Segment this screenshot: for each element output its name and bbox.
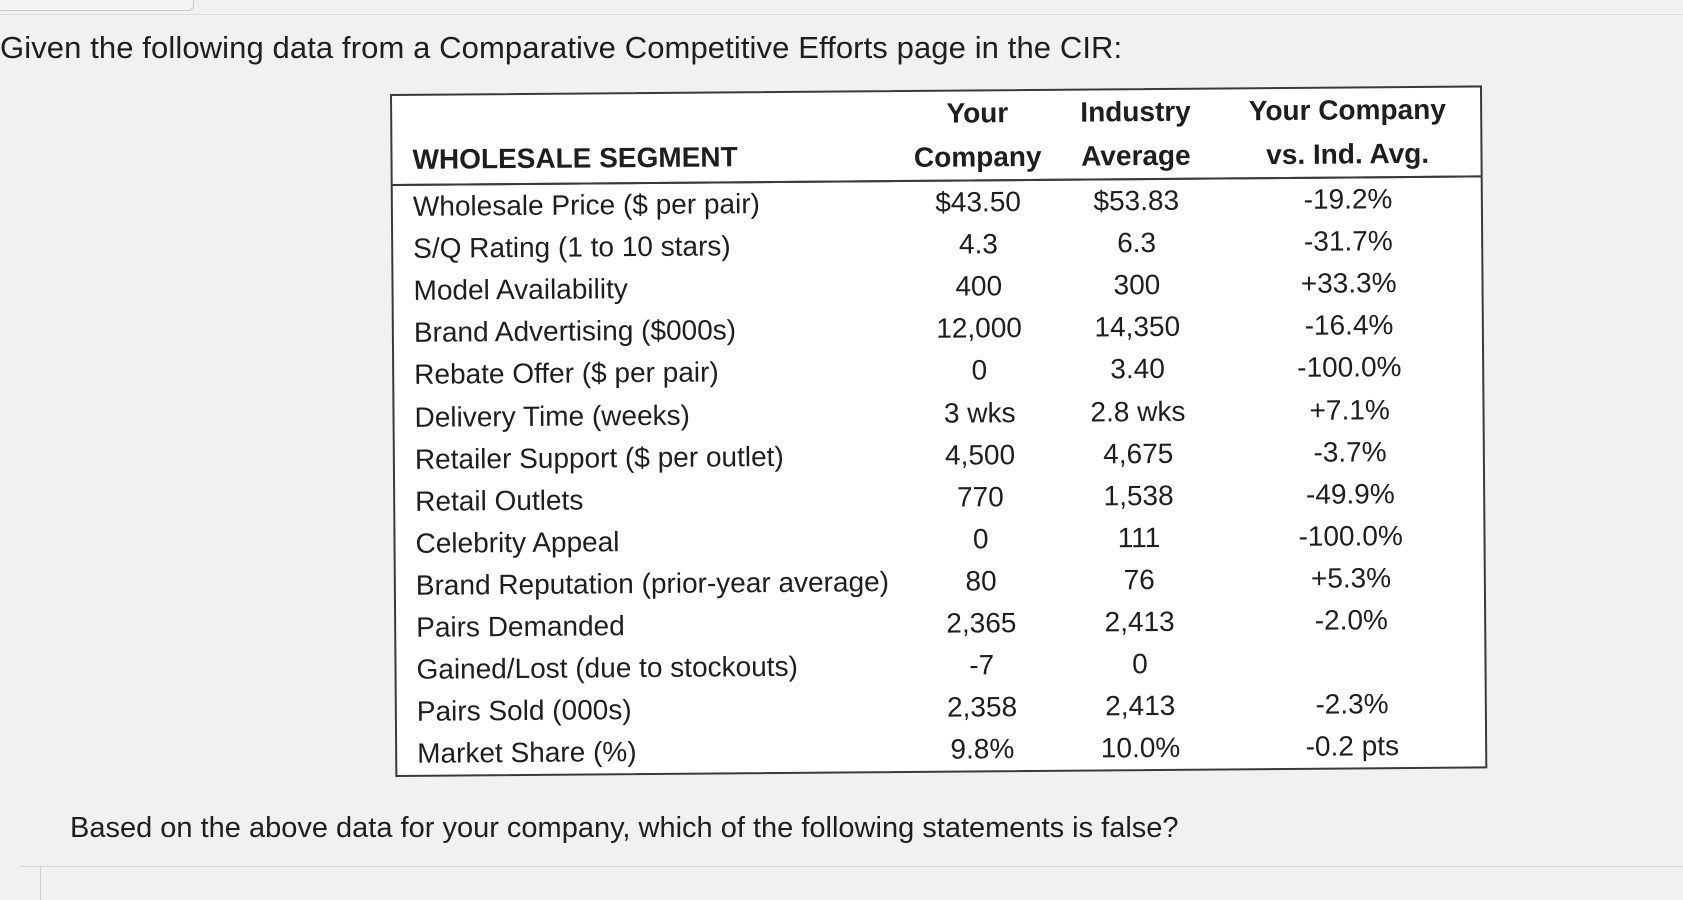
cell-comparison: -16.4% [1304,309,1394,342]
cell-comparison: +5.3% [1310,562,1392,594]
row-label: Pairs Sold (000s) [416,694,632,727]
cell-comparison: +33.3% [1300,267,1397,300]
row-label: Rebate Offer ($ per pair) [414,356,719,391]
cell-comparison: -49.9% [1305,477,1395,510]
cell-your-company: 4,500 [944,438,1016,471]
cell-your-company: 0 [971,354,988,386]
row-label: Model Availability [413,273,628,307]
row-label: Market Share (%) [417,736,637,770]
row-label: Gained/Lost (due to stockouts) [416,650,798,685]
cell-comparison: -100.0% [1298,519,1403,552]
header-industry-average-line1: Industry [1080,95,1191,128]
cell-your-company: 770 [956,480,1004,513]
cell-industry-average: 2,413 [1105,690,1176,722]
row-label: Brand Reputation (prior-year average) [415,565,890,601]
cell-industry-average: $53.83 [1093,184,1180,217]
row-label: S/Q Rating (1 to 10 stars) [413,230,731,264]
cell-your-company: 3 wks [943,396,1016,429]
cell-industry-average: 2.8 wks [1090,395,1186,428]
row-label: Wholesale Price ($ per pair) [412,188,761,222]
cell-industry-average: 2,413 [1104,605,1175,638]
bottom-divider [20,866,1683,867]
table-header-row: WHOLESALE SEGMENT Your Company Industry … [392,87,1481,185]
header-comparison: Your Company vs. Ind. Avg. [1214,87,1480,178]
header-segment: WHOLESALE SEGMENT [412,141,738,175]
cell-comparison: -19.2% [1303,183,1393,215]
cell-comparison: -2.0% [1314,604,1389,636]
row-label: Pairs Demanded [416,610,625,643]
cell-your-company: $43.50 [935,186,1022,218]
cell-industry-average: 1,538 [1103,479,1174,512]
cell-comparison: -2.3% [1315,688,1389,720]
table-row: Market Share (%) 9.8% 10.0% -0.2 pts [397,725,1485,776]
cell-industry-average: 10.0% [1100,732,1181,764]
table-body: Wholesale Price ($ per pair) $43.50 $53.83… [393,176,1486,775]
header-comparison-line1: Your Company [1248,93,1446,127]
row-label: Retail Outlets [415,484,584,517]
cell-industry-average: 14,350 [1094,311,1181,343]
top-divider [0,14,1683,15]
header-your-company-line2: Company [913,140,1042,173]
row-label: Brand Advertising ($000s) [413,314,737,349]
cir-table-container: WHOLESALE SEGMENT Your Company Industry … [390,85,1488,777]
cell-industry-average: 300 [1113,269,1161,301]
row-label: Celebrity Appeal [415,526,620,559]
cell-industry-average: 0 [1132,648,1148,680]
cell-comparison: -31.7% [1303,225,1393,257]
top-tab [0,0,194,11]
cell-your-company: 2,365 [946,607,1017,639]
wholesale-segment-table: WHOLESALE SEGMENT Your Company Industry … [392,87,1485,775]
question-text: Given the following data from a Comparat… [0,30,1123,65]
header-your-company: Your Company [898,91,1057,181]
header-comparison-line2: vs. Ind. Avg. [1266,137,1430,171]
cell-industry-average: 111 [1117,521,1161,554]
cell-comparison [1219,640,1485,684]
cell-comparison: -3.7% [1313,435,1387,468]
header-industry-average-line2: Average [1081,139,1191,172]
cell-your-company: -7 [969,649,995,681]
table-row: Pairs Demanded 2,365 2,413 -2.0% [396,598,1484,649]
cell-your-company: 400 [955,270,1003,302]
cell-your-company: 9.8% [950,733,1015,765]
header-industry-average: Industry Average [1056,90,1215,180]
row-label: Retailer Support ($ per outlet) [414,440,784,475]
cell-industry-average: 6.3 [1117,227,1157,259]
cell-your-company: 4.3 [958,228,998,260]
cell-comparison: -100.0% [1297,351,1402,384]
cell-industry-average: 3.40 [1110,353,1165,385]
cell-your-company: 0 [972,523,989,555]
followup-question: Based on the above data for your company… [70,812,1179,844]
cell-industry-average: 76 [1123,563,1155,596]
header-your-company-line1: Your [946,97,1009,129]
row-label: Delivery Time (weeks) [414,399,691,433]
cell-comparison: +7.1% [1309,393,1390,426]
cell-comparison: -0.2 pts [1305,730,1400,763]
cell-your-company: 12,000 [936,312,1023,345]
left-divider [40,866,41,900]
cell-industry-average: 4,675 [1103,437,1174,470]
cell-your-company: 2,358 [946,691,1018,723]
cell-your-company: 80 [965,565,997,597]
